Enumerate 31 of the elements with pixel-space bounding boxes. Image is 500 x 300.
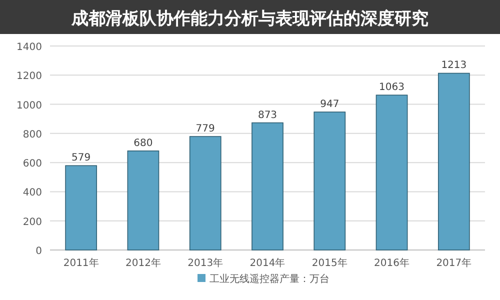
x-tick-label: 2015年 xyxy=(312,257,348,269)
x-tick-label: 2012年 xyxy=(125,257,161,269)
data-label: 680 xyxy=(134,138,153,149)
y-tick-label: 800 xyxy=(22,129,42,140)
y-tick-label: 1000 xyxy=(16,100,42,112)
bar xyxy=(189,136,222,250)
x-tick-label: 2011年 xyxy=(63,257,99,269)
bar xyxy=(127,150,160,250)
y-tick-label: 400 xyxy=(22,188,42,199)
x-tick-label: 2016年 xyxy=(374,257,410,269)
data-label: 873 xyxy=(258,110,278,121)
x-tick-label: 2014年 xyxy=(250,257,286,269)
y-tick-label: 1400 xyxy=(16,42,42,53)
bar xyxy=(438,72,470,250)
legend-label: 工业无线遥控器产量：万台 xyxy=(210,273,330,285)
bar xyxy=(314,112,346,250)
bar xyxy=(65,165,98,250)
y-tick-label: 600 xyxy=(22,158,42,170)
data-label: 1063 xyxy=(379,82,405,94)
y-tick-label: 200 xyxy=(22,216,42,228)
chart-title: 成都滑板队协作能力分析与表现评估的深度研究 xyxy=(70,9,428,29)
data-label: 1213 xyxy=(441,60,467,72)
data-label: 779 xyxy=(196,123,215,134)
data-label: 579 xyxy=(72,152,91,164)
bar xyxy=(252,122,284,250)
x-tick-label: 2017年 xyxy=(436,257,472,269)
y-tick-label: 1200 xyxy=(16,71,42,82)
x-tick-label: 2013年 xyxy=(188,257,224,269)
y-tick-label: 0 xyxy=(36,246,42,257)
bar xyxy=(376,94,408,250)
data-label: 947 xyxy=(320,99,340,110)
